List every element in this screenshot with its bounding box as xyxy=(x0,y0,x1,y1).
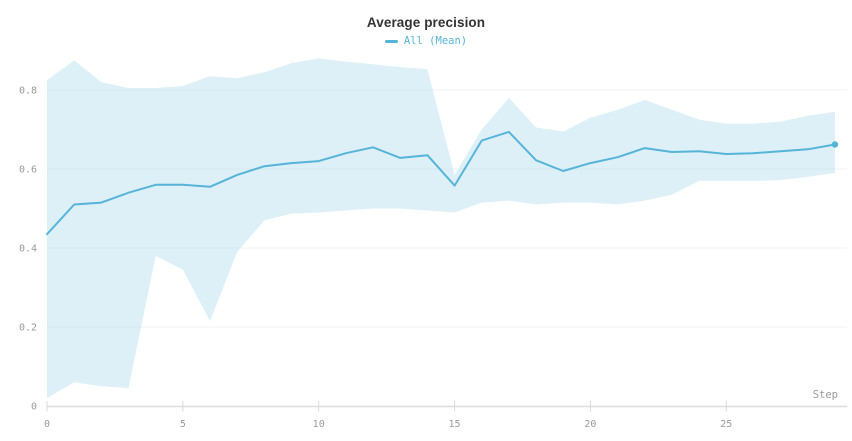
y-tick-label: 0.2 xyxy=(19,323,37,334)
legend-label: All (Mean) xyxy=(403,35,468,47)
mean-line[interactable] xyxy=(46,130,836,236)
x-tick-label: 5 xyxy=(180,419,186,430)
last-point-marker[interactable] xyxy=(831,141,839,148)
y-tick-label: 0.8 xyxy=(19,86,37,97)
y-tick-label: 0 xyxy=(31,402,37,413)
y-tick-label: 0.4 xyxy=(19,244,37,255)
confidence-band xyxy=(47,58,835,399)
y-tick-label: 0.6 xyxy=(19,165,37,176)
chart-title: Average precision xyxy=(366,15,486,30)
x-tick-label: 20 xyxy=(584,419,596,430)
x-tick-label: 15 xyxy=(449,419,461,430)
legend-item-all-mean[interactable]: All (Mean) xyxy=(0,35,852,47)
x-tick-label: 25 xyxy=(720,419,732,430)
x-tick-label: 0 xyxy=(44,419,50,430)
legend-line-icon xyxy=(384,39,398,43)
x-axis-title: Step xyxy=(813,389,838,401)
x-tick-label: 10 xyxy=(313,419,325,430)
